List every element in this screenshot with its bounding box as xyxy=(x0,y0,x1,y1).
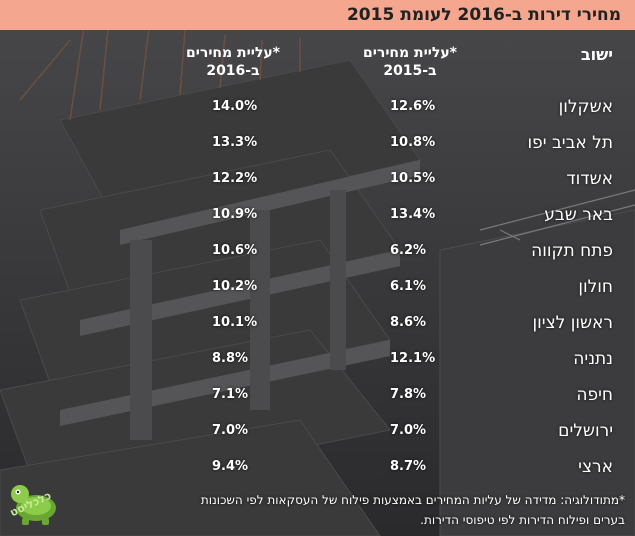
rise-2016-value: 13.3% xyxy=(212,135,258,150)
rise-2015-value: 10.5% xyxy=(390,171,436,186)
city-name: ירושלים xyxy=(558,421,613,441)
title-bar: מחירי דירות ב-2016 לעומת 2015 xyxy=(0,0,635,30)
city-name: אשדוד xyxy=(566,169,613,189)
rise-2016-value: 12.2% xyxy=(212,171,258,186)
header-2016-line1: *עליית מחירים xyxy=(186,45,280,61)
city-name: אשקלון xyxy=(558,97,613,117)
rise-2016-value: 10.1% xyxy=(212,315,258,330)
rise-2016-value: 9.4% xyxy=(212,459,249,474)
rise-2015-value: 6.2% xyxy=(390,243,427,258)
rise-2016-value: 8.8% xyxy=(212,351,249,366)
table-row: פתח תקווה 6.2% 10.6% xyxy=(0,235,635,271)
header-2015-line1: *עליית מחירים xyxy=(363,45,457,61)
footnote-line-2: בערים ופילוח הדירות לפי טיפוסי הדירות. xyxy=(420,513,625,527)
header-2015-line2: ב-2015 xyxy=(383,63,437,79)
rise-2015-value: 6.1% xyxy=(390,279,427,294)
footnote-line-1: *מתודולוגיה: מדידה של עליות המחירים באמצ… xyxy=(200,493,625,507)
header-city: ישוב xyxy=(581,46,613,64)
city-name: חיפה xyxy=(576,385,613,405)
city-name: פתח תקווה xyxy=(531,241,613,261)
city-name: באר שבע xyxy=(544,205,613,225)
page-title: מחירי דירות ב-2016 לעומת 2015 xyxy=(346,5,621,25)
rise-2016-value: 7.0% xyxy=(212,423,249,438)
rise-2015-value: 12.6% xyxy=(390,99,436,114)
rise-2015-value: 10.8% xyxy=(390,135,436,150)
table-row: אשדוד 10.5% 12.2% xyxy=(0,163,635,199)
rise-2015-value: 7.0% xyxy=(390,423,427,438)
rise-2016-value: 7.1% xyxy=(212,387,249,402)
table-row: ירושלים 7.0% 7.0% xyxy=(0,415,635,451)
header-2016: *עליית מחירים ב-2016 xyxy=(168,44,298,80)
header-city-label: ישוב xyxy=(580,45,613,64)
rise-2015-value: 8.7% xyxy=(390,459,427,474)
turtle-logo-icon: כלכליסט xyxy=(8,485,56,525)
table-row: אשקלון 12.6% 14.0% xyxy=(0,91,635,127)
city-name: חולון xyxy=(578,277,613,297)
header-2016-line2: ב-2016 xyxy=(206,63,260,79)
rise-2015-value: 7.8% xyxy=(390,387,427,402)
table-row: באר שבע 13.4% 10.9% xyxy=(0,199,635,235)
city-name: ארצי xyxy=(578,457,613,477)
rise-2016-value: 10.6% xyxy=(212,243,258,258)
rise-2015-value: 8.6% xyxy=(390,315,427,330)
table-row: ארצי 8.7% 9.4% xyxy=(0,451,635,487)
table-row: חיפה 7.8% 7.1% xyxy=(0,379,635,415)
table-row: נתניה 12.1% 8.8% xyxy=(0,343,635,379)
methodology-footnote: *מתודולוגיה: מדידה של עליות המחירים באמצ… xyxy=(80,490,625,530)
table-row: תל אביב יפו 10.8% 13.3% xyxy=(0,127,635,163)
city-name: נתניה xyxy=(573,349,613,369)
table-row: ראשון לציון 8.6% 10.1% xyxy=(0,307,635,343)
header-2015: *עליית מחירים ב-2015 xyxy=(345,44,475,80)
rise-2016-value: 14.0% xyxy=(212,99,258,114)
rise-2015-value: 13.4% xyxy=(390,207,436,222)
rise-2015-value: 12.1% xyxy=(390,351,436,366)
table-row: חולון 6.1% 10.2% xyxy=(0,271,635,307)
city-name: תל אביב יפו xyxy=(527,133,613,153)
city-name: ראשון לציון xyxy=(532,313,613,333)
rise-2016-value: 10.2% xyxy=(212,279,258,294)
rise-2016-value: 10.9% xyxy=(212,207,258,222)
